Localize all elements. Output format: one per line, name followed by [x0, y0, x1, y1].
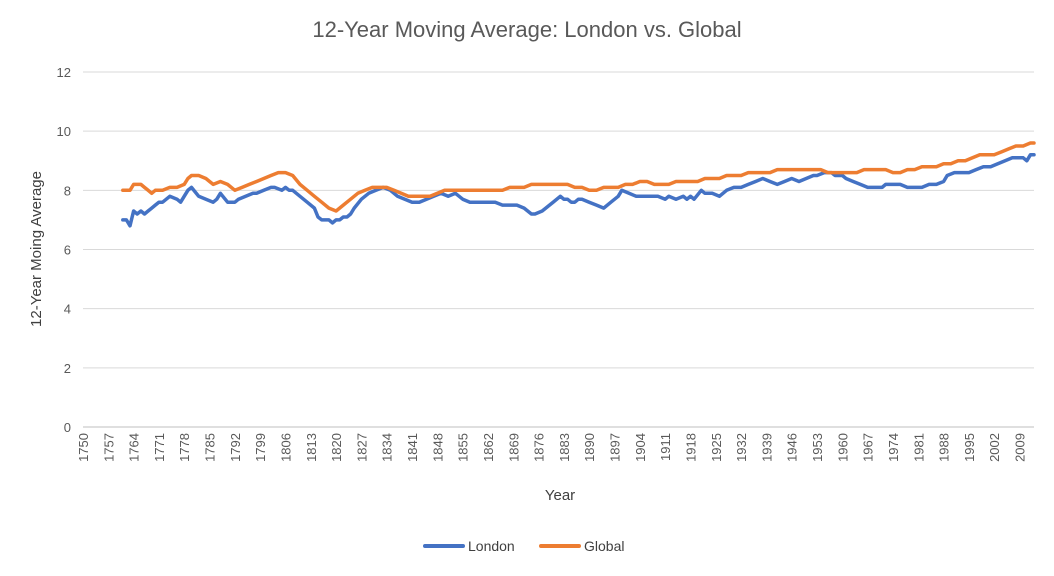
x-tick-label: 2002 [987, 433, 1002, 462]
x-tick-label: 1757 [101, 433, 116, 462]
x-tick-label: 1820 [329, 433, 344, 462]
y-tick-label: 0 [64, 420, 71, 435]
x-tick-label: 1925 [709, 433, 724, 462]
x-tick-label: 1813 [304, 433, 319, 462]
x-tick-label: 2009 [1013, 433, 1028, 462]
x-tick-label: 1953 [810, 433, 825, 462]
y-tick-label: 4 [64, 302, 71, 317]
series-line-global [121, 141, 1036, 213]
x-tick-label: 1883 [557, 433, 572, 462]
x-tick-label: 1946 [785, 433, 800, 462]
legend-label-london: London [468, 538, 515, 554]
x-tick-label: 1848 [430, 433, 445, 462]
x-tick-label: 1792 [228, 433, 243, 462]
y-axis-title: 12-Year Moing Average [28, 171, 45, 327]
x-tick-label: 1785 [203, 433, 218, 462]
x-tick-label: 1855 [456, 433, 471, 462]
y-tick-label: 6 [64, 243, 71, 258]
x-tick-label: 1799 [253, 433, 268, 462]
x-tick-label: 1988 [937, 433, 952, 462]
x-axis-title: Year [545, 487, 575, 504]
y-tick-label: 10 [57, 124, 71, 139]
chart-title: 12-Year Moving Average: London vs. Globa… [312, 17, 741, 42]
x-tick-label: 1939 [759, 433, 774, 462]
x-tick-label: 1876 [532, 433, 547, 462]
series-line-london [121, 153, 1036, 228]
y-tick-label: 2 [64, 361, 71, 376]
legend-label-global: Global [584, 538, 624, 554]
y-tick-label: 12 [57, 65, 71, 80]
x-tick-label: 1862 [481, 433, 496, 462]
x-tick-label: 1981 [911, 433, 926, 462]
x-tick-label: 1827 [354, 433, 369, 462]
y-axis-ticks: 0 2 4 6 8 10 12 [57, 65, 71, 435]
x-tick-label: 1764 [127, 433, 142, 462]
x-tick-label: 1960 [835, 433, 850, 462]
x-tick-label: 1834 [380, 433, 395, 462]
x-tick-label: 1967 [861, 433, 876, 462]
x-tick-label: 1897 [608, 433, 623, 462]
x-tick-label: 1974 [886, 433, 901, 462]
x-tick-label: 1750 [76, 433, 91, 462]
x-tick-label: 1869 [506, 433, 521, 462]
series-lines [121, 141, 1036, 228]
x-tick-label: 1778 [177, 433, 192, 462]
x-tick-label: 1932 [734, 433, 749, 462]
x-tick-label: 1995 [962, 433, 977, 462]
x-axis-ticks: 1750 1757 1764 1771 1778 1785 1792 1799 1806 1813… [76, 433, 1028, 462]
x-tick-label: 1841 [405, 433, 420, 462]
x-tick-label: 1918 [683, 433, 698, 462]
x-tick-label: 1911 [658, 433, 673, 461]
x-tick-label: 1771 [152, 433, 167, 462]
gridlines [83, 71, 1034, 428]
legend: London Global [423, 538, 624, 554]
x-tick-label: 1890 [582, 433, 597, 462]
y-tick-label: 8 [64, 183, 71, 198]
x-tick-label: 1806 [278, 433, 293, 462]
x-tick-label: 1904 [633, 433, 648, 462]
